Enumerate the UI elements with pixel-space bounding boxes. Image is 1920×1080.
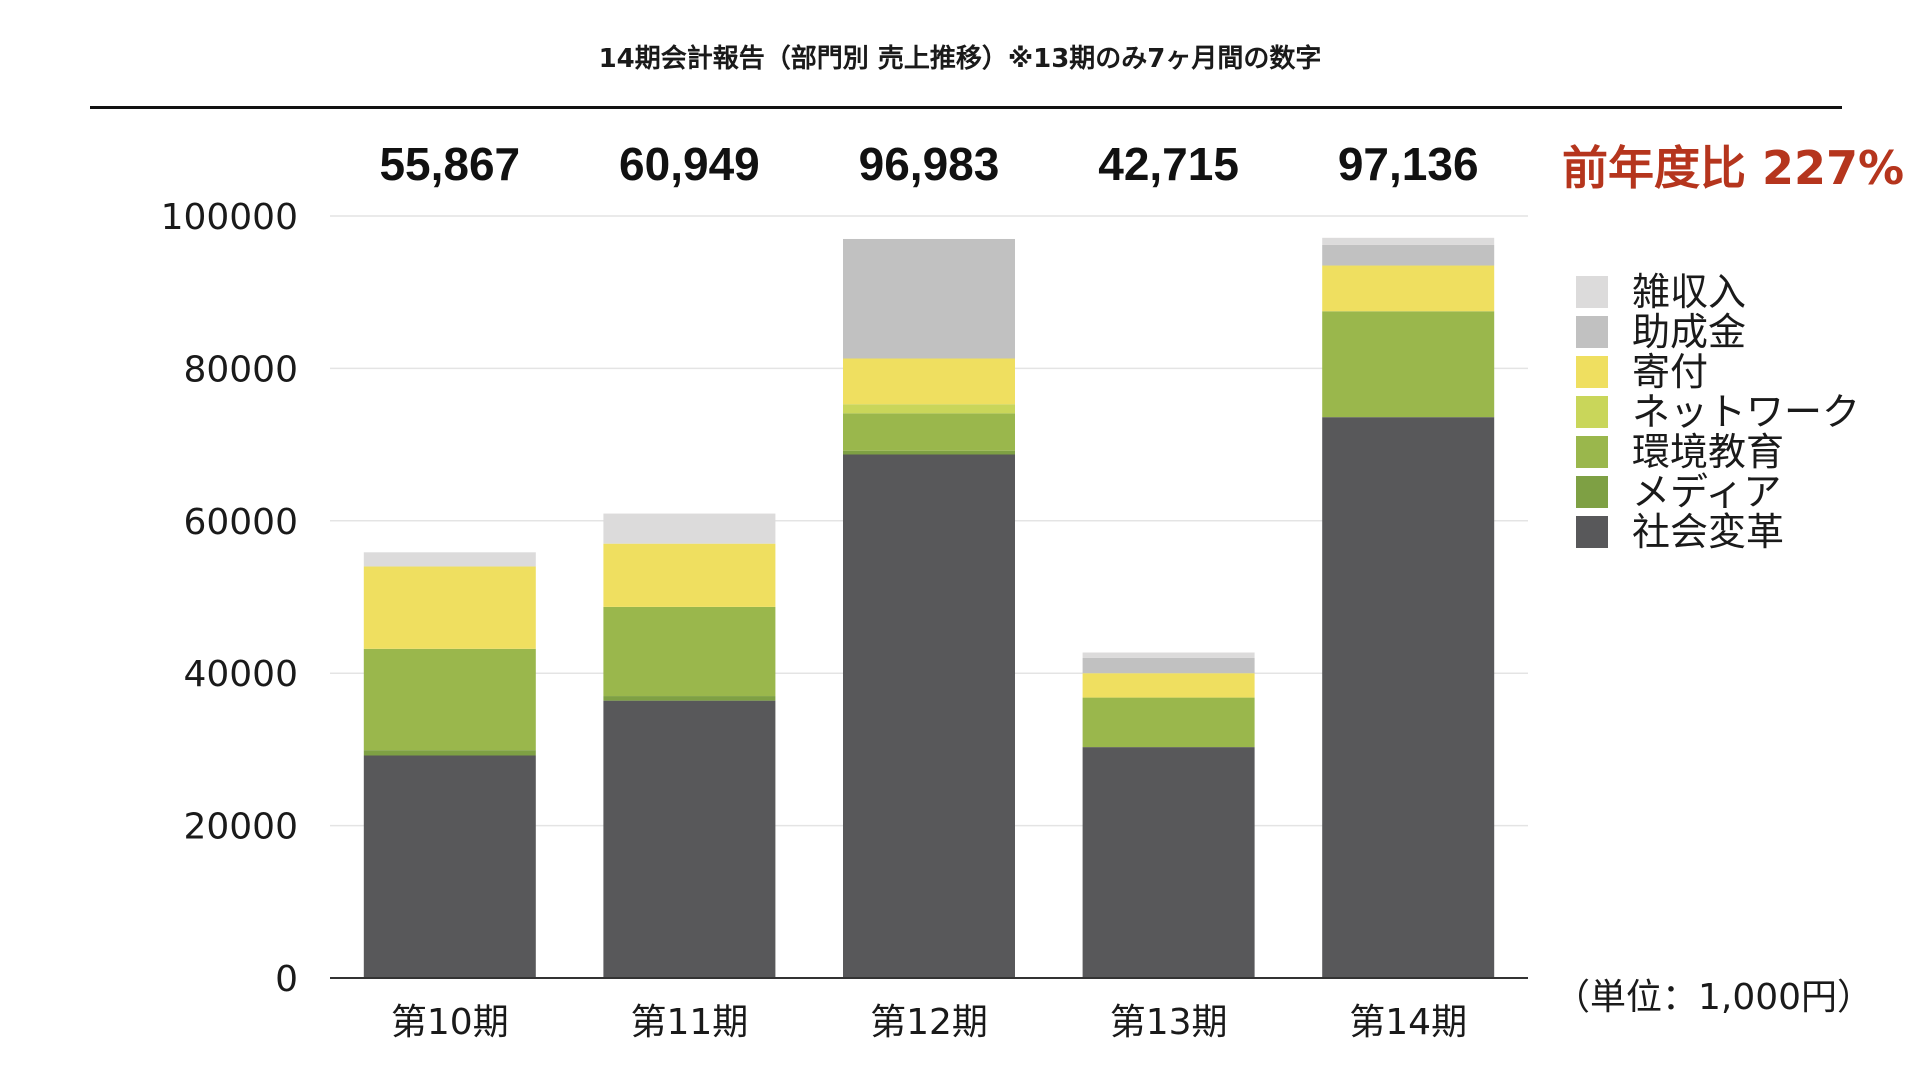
bar-segment [363, 648, 536, 751]
legend-swatch [1576, 436, 1608, 468]
legend-swatch [1576, 396, 1608, 428]
bar-segment [603, 700, 776, 978]
legend-swatch [1576, 516, 1608, 548]
legend-label: 環境教育 [1632, 430, 1785, 474]
x-category-label: 第11期 [630, 1002, 748, 1043]
legend-label: 寄付 [1632, 350, 1709, 394]
bar-segment [363, 755, 536, 978]
bar-segment [1322, 237, 1495, 245]
bar-segment [843, 238, 1015, 359]
bar-segment [363, 566, 536, 649]
bar-segment [363, 552, 536, 567]
legend-item: 助成金 [1576, 312, 1860, 352]
x-category-label: 第12期 [870, 1002, 988, 1043]
x-category-label: 第14期 [1349, 1002, 1467, 1043]
bar-segment [843, 413, 1015, 451]
bar-segment [603, 696, 776, 701]
year-over-year-label: 前年度比 227% [1562, 141, 1905, 195]
chart-title: 14期会計報告（部門別 売上推移）※13期のみ7ヶ月間の数字 [598, 44, 1322, 74]
total-value-label: 55,867 [379, 138, 520, 190]
y-tick-label: 20000 [183, 807, 298, 848]
legend-swatch [1576, 356, 1608, 388]
legend-label: 雑収入 [1632, 270, 1747, 314]
chart-legend: 雑収入 助成金 寄付 ネットワーク 環境教育 メディア 社会変革 [1576, 272, 1860, 552]
total-value-label: 60,949 [619, 138, 760, 190]
legend-item: 雑収入 [1576, 272, 1860, 312]
bar-segment [363, 750, 536, 756]
y-tick-label: 100000 [161, 197, 298, 238]
bar-segment [603, 543, 776, 607]
legend-label: メディア [1632, 470, 1782, 514]
legend-item: 社会変革 [1576, 512, 1860, 552]
bar-segment [1322, 265, 1495, 312]
total-value-label: 42,715 [1098, 138, 1239, 190]
bar-segment [1082, 697, 1255, 748]
x-category-label: 第13期 [1110, 1002, 1228, 1043]
legend-swatch [1576, 316, 1608, 348]
x-category-label: 第10期 [391, 1002, 509, 1043]
bar-segment [1082, 657, 1255, 674]
legend-label: ネットワーク [1632, 390, 1861, 434]
bar-segment [843, 450, 1015, 455]
y-tick-label: 60000 [183, 502, 298, 543]
y-tick-label: 40000 [183, 654, 298, 695]
title-divider [90, 106, 1842, 109]
unit-label: （単位：1,000円） [1554, 977, 1874, 1018]
bar-segment [1322, 417, 1495, 979]
bar-segment [843, 404, 1015, 414]
bar-segment [843, 454, 1015, 979]
bar-segment [1322, 244, 1495, 266]
y-tick-label: 80000 [183, 349, 298, 390]
legend-label: 社会変革 [1632, 510, 1785, 554]
y-tick-label: 0 [275, 959, 298, 1000]
legend-item: 環境教育 [1576, 432, 1860, 472]
bar-segment [1082, 747, 1255, 978]
legend-item: メディア [1576, 472, 1860, 512]
bar-segment [1322, 311, 1495, 418]
bar-segment [1082, 673, 1255, 698]
total-value-label: 97,136 [1338, 138, 1479, 190]
total-value-label: 96,983 [859, 138, 1000, 190]
bar-segment [1082, 652, 1255, 658]
bar-segment [603, 513, 776, 544]
legend-swatch [1576, 476, 1608, 508]
legend-label: 助成金 [1632, 310, 1747, 354]
legend-item: ネットワーク [1576, 392, 1860, 432]
legend-swatch [1576, 276, 1608, 308]
legend-item: 寄付 [1576, 352, 1860, 392]
bar-segment [603, 606, 776, 697]
bar-segment [843, 358, 1015, 405]
